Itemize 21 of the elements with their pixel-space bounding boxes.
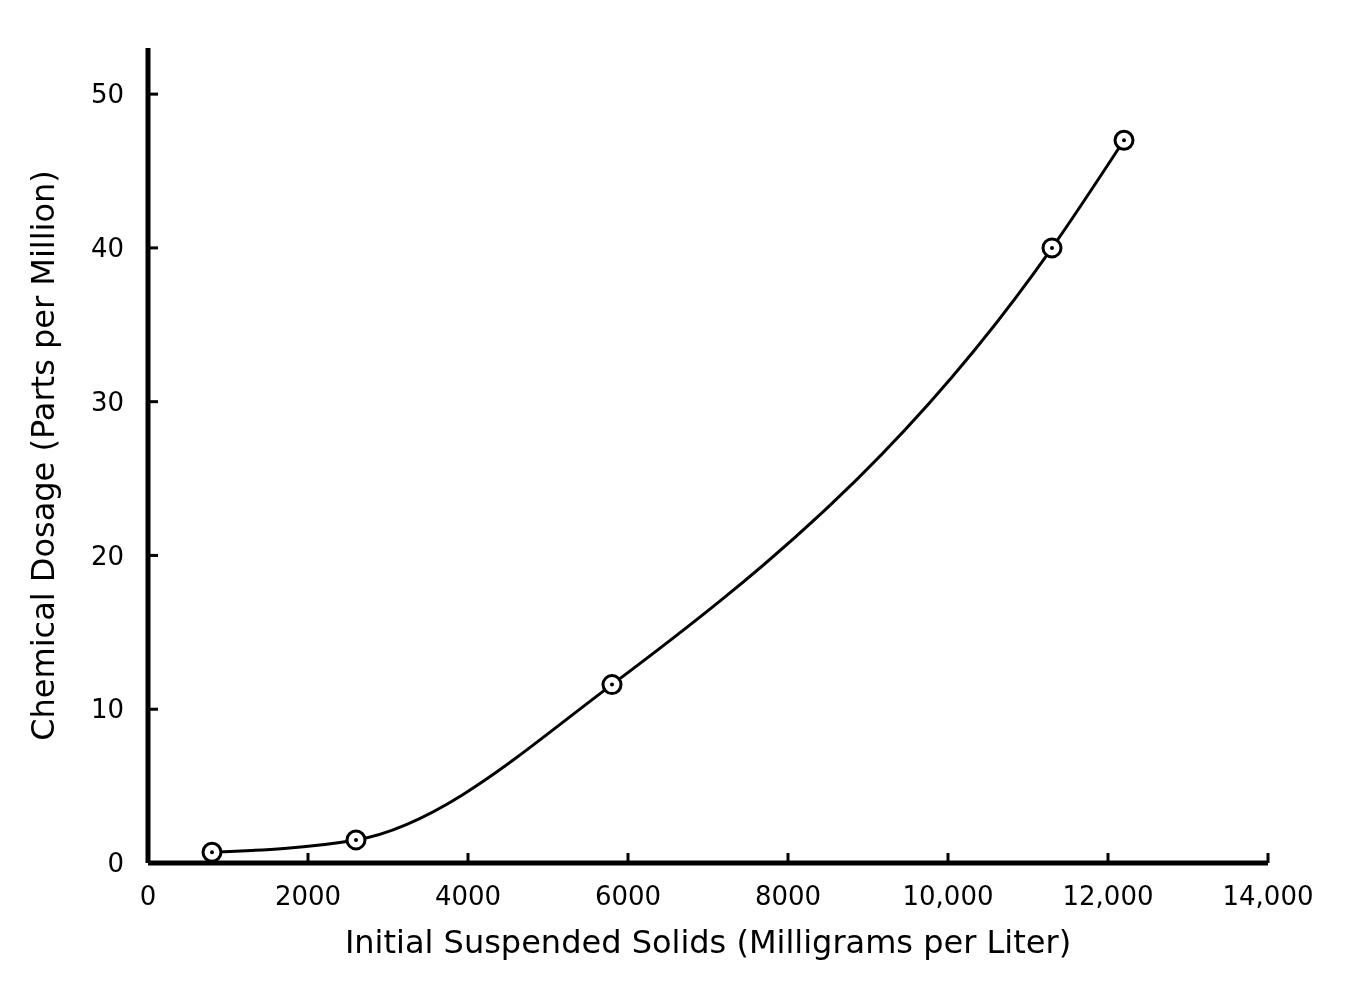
x-tick-label: 8000 xyxy=(754,881,822,912)
point xyxy=(1113,129,1135,151)
x-tick-label: 12,000 xyxy=(1062,881,1154,912)
x-tick-label: 0 xyxy=(139,881,157,912)
x-tick-label: 2000 xyxy=(274,881,342,912)
y-tick-label: 50 xyxy=(90,79,124,110)
y-tick-label: 10 xyxy=(90,694,124,725)
y-tick-label: 0 xyxy=(107,848,124,879)
x-tick-label: 14,000 xyxy=(1222,881,1314,912)
point xyxy=(201,841,223,863)
x-tick-label: 10,000 xyxy=(902,881,994,912)
x-tick-label: 4000 xyxy=(434,881,502,912)
y-tick-label: 30 xyxy=(90,386,124,417)
point xyxy=(1041,237,1063,259)
y-tick-label: 40 xyxy=(90,233,124,264)
y-axis-title: Chemical Dosage (Parts per Million) xyxy=(24,170,63,741)
point xyxy=(601,674,623,696)
point xyxy=(345,829,367,851)
y-tick-label: 20 xyxy=(90,540,124,571)
x-axis-title: Initial Suspended Solids (Milligrams per Liter) xyxy=(344,923,1072,961)
x-tick-label: 6000 xyxy=(594,881,662,912)
